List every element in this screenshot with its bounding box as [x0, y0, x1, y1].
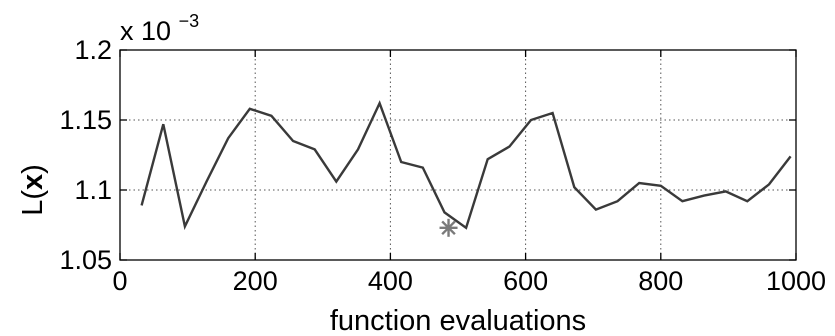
x-tick-label: 0 — [112, 266, 127, 296]
y-scale-factor: x 10 −3 — [120, 11, 199, 46]
series-line — [140, 100, 792, 231]
y-tick-labels: 1.05 1.1 1.15 1.2 — [59, 35, 112, 275]
x-tick-label: 200 — [233, 266, 278, 296]
y-axis-label-prefix: L( — [17, 190, 49, 216]
x-axis-label: function evaluations — [330, 305, 586, 336]
y-tick-label: 1.05 — [59, 245, 112, 275]
y-axis-label-variable: x — [17, 174, 49, 190]
y-axis-label-suffix: ) — [17, 164, 49, 174]
asterisk-marker — [439, 218, 458, 237]
x-tick-label: 1000 — [766, 266, 826, 296]
marker-layer — [439, 218, 458, 237]
y-axis-label: L(x) — [17, 164, 49, 216]
y-tick-label: 1.2 — [74, 35, 112, 65]
x-tick-label: 600 — [503, 266, 548, 296]
x-tick-label: 400 — [368, 266, 413, 296]
grid-lines — [120, 50, 796, 260]
y-tick-label: 1.15 — [59, 105, 112, 135]
y-scale-base: x 10 — [120, 16, 171, 46]
x-tick-labels: 0 200 400 600 800 1000 — [112, 266, 826, 296]
x-tick-label: 800 — [638, 266, 683, 296]
y-tick-label: 1.1 — [74, 175, 112, 205]
tick-marks — [119, 49, 797, 261]
series-layer — [140, 100, 792, 231]
y-scale-exponent: −3 — [179, 11, 200, 31]
plot-frame — [119, 49, 797, 261]
